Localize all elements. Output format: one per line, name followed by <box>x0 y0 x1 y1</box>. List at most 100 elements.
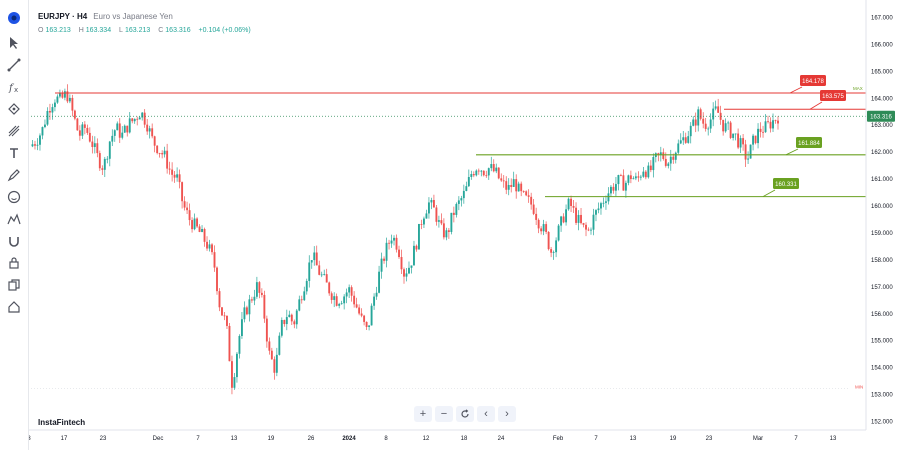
text-icon[interactable] <box>4 143 24 163</box>
candle-body <box>739 138 742 148</box>
candle-body <box>201 228 203 232</box>
cursor-icon[interactable] <box>4 33 24 53</box>
candle-body <box>186 207 189 211</box>
x-tick-label: Mar <box>753 436 763 442</box>
candle-body <box>58 92 61 97</box>
candle-body <box>295 310 298 325</box>
candle-body <box>133 118 136 122</box>
scroll-right-button[interactable]: › <box>498 406 516 422</box>
candle-body <box>767 121 769 123</box>
candle-body <box>298 299 301 311</box>
x-tick-label: Feb <box>553 436 564 442</box>
candle-body <box>171 169 174 175</box>
candle-body <box>460 198 463 201</box>
candle-body <box>497 167 500 179</box>
candle-body <box>410 265 413 268</box>
candle-body <box>203 228 206 242</box>
x-tick-label: 2024 <box>342 436 356 442</box>
candle-body <box>216 267 218 292</box>
candle-body <box>373 296 376 306</box>
candle-body <box>188 210 191 221</box>
reset-button[interactable] <box>456 406 474 422</box>
candle-body <box>590 229 592 231</box>
candle-body <box>91 141 94 147</box>
candle-body <box>575 207 577 223</box>
candle-body <box>592 214 595 230</box>
candle-body <box>707 128 710 130</box>
y-tick-label: 157.000 <box>871 285 893 291</box>
candle-body <box>116 123 119 131</box>
low-value: 163.213 <box>124 27 151 34</box>
logo-icon[interactable] <box>4 8 24 28</box>
brush-icon[interactable] <box>4 165 24 185</box>
candle-body <box>607 193 610 202</box>
prediction-icon[interactable] <box>4 121 24 141</box>
candle-body <box>193 218 196 230</box>
candle-body <box>450 212 453 232</box>
level-label: 160.331 <box>775 182 797 188</box>
measure-icon[interactable] <box>4 209 24 229</box>
svg-text:f: f <box>8 83 15 94</box>
max-marker: MAX <box>853 86 863 91</box>
level-label-box[interactable] <box>800 75 826 86</box>
symbol-name[interactable]: EURJPY · H4 <box>38 12 88 21</box>
candle-body <box>380 258 383 272</box>
candle-body <box>742 138 745 145</box>
candle-body <box>777 120 779 124</box>
pattern-icon[interactable] <box>4 99 24 119</box>
candle-body <box>315 252 318 266</box>
zoom-in-button[interactable]: + <box>414 406 432 422</box>
level-connector <box>785 148 799 156</box>
level-label: 164.178 <box>802 79 824 85</box>
candle-body <box>669 156 672 164</box>
magnet-icon[interactable] <box>4 231 24 251</box>
candle-body <box>161 153 164 155</box>
candle-body <box>639 176 642 178</box>
level-connector <box>762 189 776 198</box>
level-label-box[interactable] <box>796 137 822 148</box>
emoji-icon[interactable] <box>4 187 24 207</box>
candle-body <box>637 176 640 178</box>
trend-line-icon[interactable] <box>4 55 24 75</box>
candle-body <box>657 153 660 155</box>
level-label-box[interactable] <box>820 90 846 101</box>
candle-body <box>555 240 558 253</box>
candle-body <box>290 314 293 322</box>
candle-body <box>240 319 243 337</box>
candle-body <box>487 168 490 176</box>
zoom-out-button[interactable]: − <box>435 406 453 422</box>
candle-body <box>408 267 410 274</box>
x-tick-label: 19 <box>268 436 275 442</box>
candle-body <box>602 202 605 204</box>
lock-icon[interactable] <box>4 253 24 273</box>
candle-body <box>388 242 390 244</box>
candle-body <box>510 184 513 187</box>
candle-body <box>173 174 176 178</box>
candle-body <box>744 144 747 160</box>
level-label-box[interactable] <box>773 178 799 189</box>
candle-body <box>221 307 223 316</box>
home-icon[interactable] <box>4 297 24 317</box>
candle-body <box>530 196 533 205</box>
layers-icon[interactable] <box>4 275 24 295</box>
y-tick-label: 160.000 <box>871 204 893 210</box>
candle-body <box>774 120 777 122</box>
candle-body <box>418 224 420 250</box>
scroll-left-button[interactable]: ‹ <box>477 406 495 422</box>
y-tick-label: 156.000 <box>871 312 893 318</box>
candle-body <box>562 216 565 223</box>
candle-body <box>325 274 328 283</box>
symbol-description: Euro vs Japanese Yen <box>93 12 173 21</box>
candle-body <box>445 230 448 238</box>
candle-body <box>714 106 717 109</box>
candle-body <box>507 184 510 190</box>
level-connector <box>789 86 803 94</box>
y-tick-label: 166.000 <box>871 42 893 48</box>
levels: 164.178 163.575 161.884 160.331 163.316 MAX MI… <box>28 75 895 390</box>
candle-body <box>338 303 341 306</box>
candle-body <box>754 135 757 144</box>
candle-body <box>677 143 680 153</box>
candle-body <box>462 190 465 199</box>
